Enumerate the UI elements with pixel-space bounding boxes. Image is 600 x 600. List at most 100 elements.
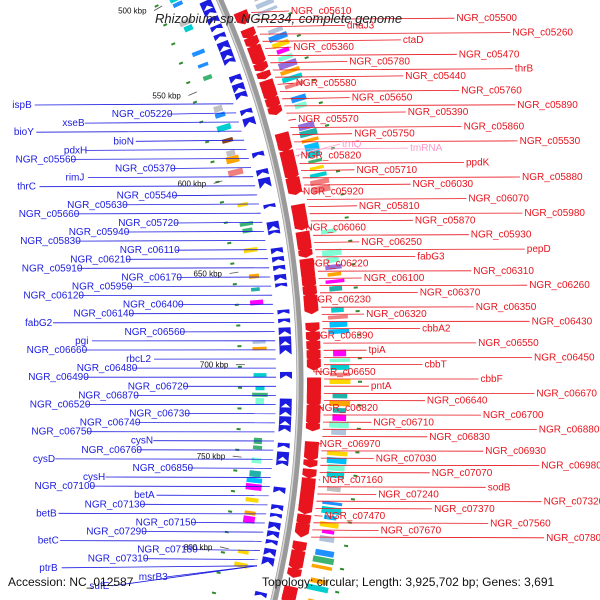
reverse-gene-leader-line [193, 549, 261, 551]
outer-tick-mark [344, 216, 349, 219]
reverse-gene-leader-line [174, 221, 263, 224]
outer-tick-mark [288, 11, 293, 16]
scale-tick-mark [153, 5, 163, 11]
forward-gene-label: tpiA [369, 345, 387, 356]
forward-gene-label: NGR_c07320 [544, 497, 600, 508]
reverse-gene-leader-line [191, 522, 265, 524]
reverse-gene-label: cysH [83, 472, 105, 483]
reverse-gene-label: NGR_c07310 [88, 554, 149, 565]
reverse-gene-arrow [265, 539, 278, 546]
forward-gene-leader-line [313, 234, 469, 236]
forward-gene-arrow [287, 185, 303, 195]
cog-block-inner [252, 445, 263, 450]
scale-tick-label: 550 kbp [152, 92, 181, 101]
label-line-layer [34, 5, 545, 587]
forward-gene-label: NGR_c07240 [378, 490, 439, 501]
reverse-gene-arrow [270, 504, 284, 512]
forward-gene-label: NGR_c06970 [320, 439, 381, 450]
inner-tick-mark [227, 241, 232, 245]
reverse-gene-label: pgi [75, 336, 88, 347]
outer-tick-mark [335, 590, 340, 594]
reverse-gene-label: NGR_c05720 [118, 218, 179, 229]
forward-gene-label: NGR_c06670 [536, 389, 597, 400]
forward-gene-arrow [277, 140, 293, 152]
cog-block-inner [248, 273, 260, 280]
reverse-gene-leader-line [34, 103, 234, 106]
reverse-gene-leader-line [76, 240, 266, 242]
reverse-gene-arrow [267, 229, 281, 236]
forward-gene-leader-line [303, 227, 313, 229]
reverse-gene-label: NGR_c06660 [27, 345, 88, 356]
forward-gene-leader-line [304, 183, 411, 186]
forward-gene-arrow [306, 340, 321, 353]
reverse-gene-leader-line [170, 167, 252, 169]
cog-block-outer [321, 529, 335, 535]
reverse-gene-label: msrB3 [139, 572, 168, 583]
reverse-gene-leader-line [135, 139, 245, 142]
reverse-gene-arrow [231, 82, 246, 94]
reverse-gene-arrow [275, 282, 288, 288]
reverse-gene-leader-line [77, 267, 270, 269]
forward-gene-leader-line [314, 515, 323, 517]
forward-gene-label: NGR_c06060 [305, 223, 366, 234]
reverse-gene-leader-line [84, 121, 239, 124]
cog-block-inner [251, 457, 262, 464]
reverse-gene-label: NGR_c06210 [70, 254, 131, 265]
forward-gene-leader-line [256, 25, 345, 28]
outer-tick-mark [351, 262, 356, 266]
trna-leader-line [295, 143, 341, 157]
outer-tick-mark [353, 286, 358, 289]
forward-gene-leader-line [302, 176, 521, 179]
reverse-gene-leader-line [175, 249, 267, 251]
inner-tick-mark [237, 407, 242, 410]
reverse-gene-arrow [206, 15, 221, 26]
reverse-gene-arrow [279, 336, 292, 346]
reverse-gene-label: betA [134, 490, 155, 501]
inner-tick-mark [178, 61, 184, 65]
cog-block-inner [250, 287, 260, 292]
cog-block-outer [326, 450, 348, 457]
cog-block-inner [233, 561, 248, 569]
forward-gene-leader-line [267, 53, 457, 56]
forward-gene-label: NGR_c05440 [405, 71, 466, 82]
reverse-gene-label: NGR_c05660 [19, 209, 80, 220]
forward-gene-label: NGR_c06710 [373, 417, 434, 428]
forward-gene-leader-line [251, 10, 289, 13]
reverse-gene-arrow [261, 556, 275, 567]
cog-block-inner [252, 346, 267, 351]
forward-gene-label: pepD [527, 244, 551, 255]
forward-gene-leader-line [311, 536, 545, 539]
reverse-gene-label: NGR_c07290 [86, 527, 147, 538]
cog-block-outer [255, 0, 275, 10]
forward-gene-label: sodB [488, 482, 511, 493]
forward-gene-arrow [298, 248, 313, 258]
inner-tick-mark [220, 551, 226, 554]
forward-gene-leader-line [314, 241, 360, 243]
cog-block-inner [225, 154, 240, 165]
reverse-gene-leader-line [86, 149, 247, 151]
reverse-gene-leader-line [124, 230, 264, 233]
forward-gene-label: ppdK [466, 158, 490, 169]
forward-gene-label: NGR_c05500 [456, 13, 517, 24]
scale-tick-mark [213, 180, 223, 184]
forward-gene-label: thrB [515, 64, 534, 75]
forward-gene-arrow [287, 567, 302, 578]
forward-gene-label: NGR_c07670 [381, 526, 442, 537]
cog-block-outer [325, 263, 342, 271]
reverse-gene-arrow [263, 203, 276, 210]
reverse-gene-arrow [267, 521, 281, 531]
forward-gene-arrow [283, 167, 299, 180]
cog-block-outer [326, 486, 341, 493]
cog-block-outer [329, 372, 351, 377]
outer-tick-mark [355, 451, 360, 454]
forward-gene-leader-line [270, 61, 348, 64]
reverse-gene-label: cysD [33, 454, 55, 465]
cog-block-inner [237, 201, 249, 208]
reverse-gene-arrow [274, 273, 287, 282]
forward-gene-leader-line [316, 500, 542, 503]
cog-block-outer [327, 314, 349, 320]
outer-tick-mark [355, 309, 360, 313]
forward-gene-label: ctaD [403, 35, 424, 46]
reverse-gene-label: ptrB [39, 563, 58, 574]
forward-gene-label: NGR_c05890 [517, 100, 578, 111]
